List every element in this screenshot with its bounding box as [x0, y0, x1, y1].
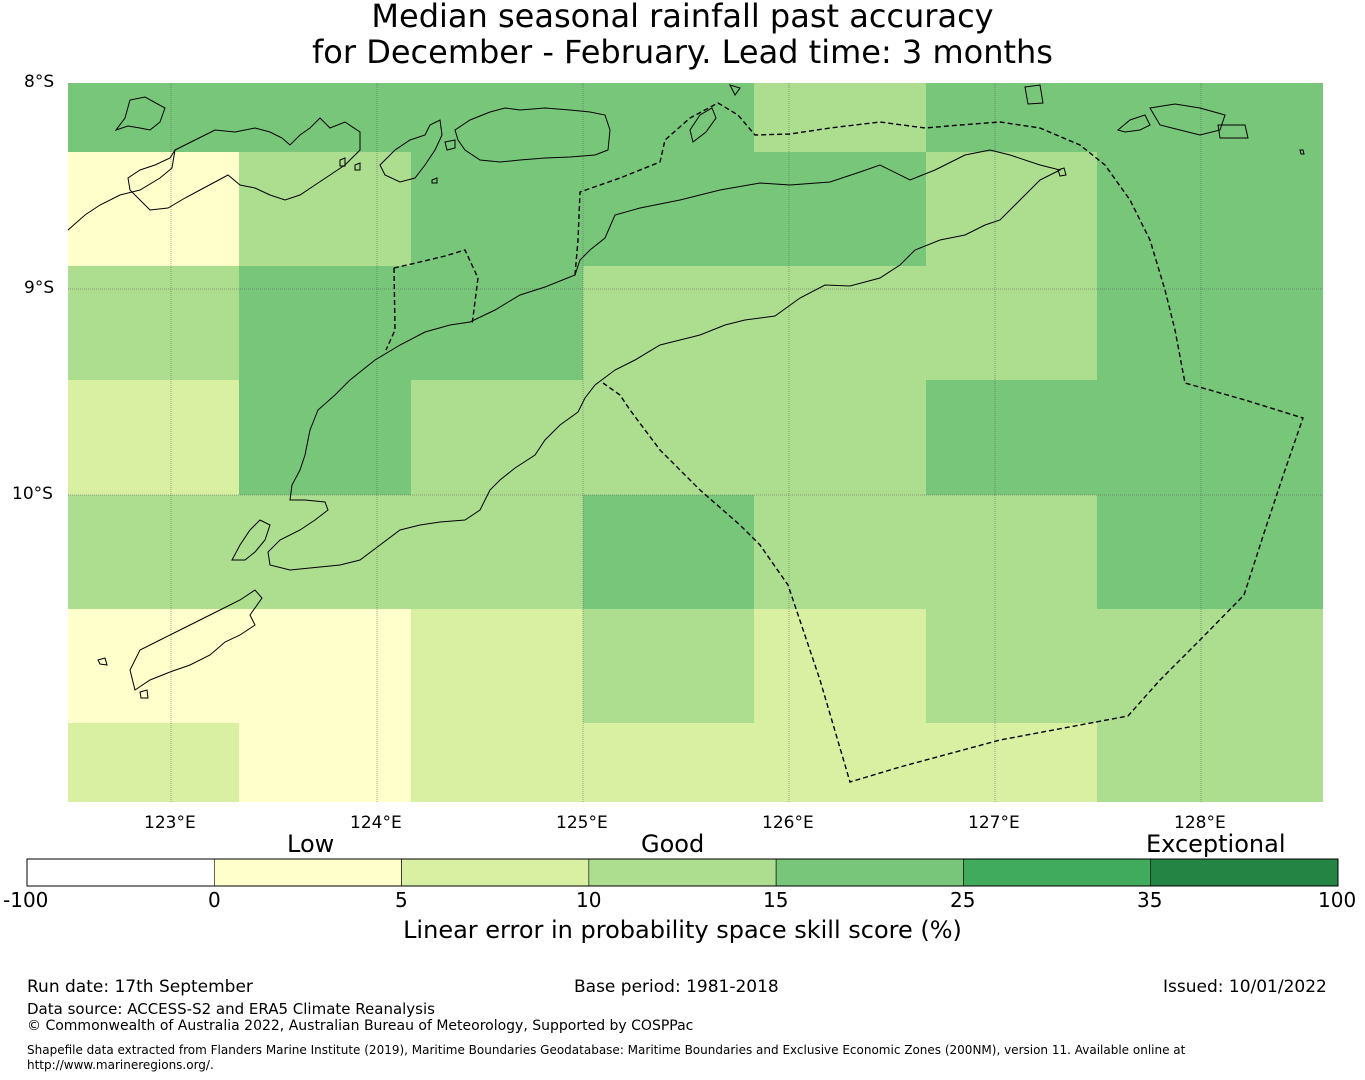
wetar-island — [454, 107, 611, 163]
grid-cell — [68, 609, 239, 723]
colorbar-segment — [963, 858, 1152, 887]
copyright: © Commonwealth of Australia 2022, Austra… — [27, 1018, 694, 1034]
skill-grid — [68, 83, 1323, 802]
colorbar-label: Linear error in probability space skill … — [403, 916, 962, 944]
lon-label-124e: 124°E — [350, 813, 402, 833]
grid-cell — [1097, 380, 1323, 495]
run-date: Run date: 17th September — [27, 977, 253, 997]
map-title-line1: Median seasonal rainfall past accuracy — [371, 0, 994, 35]
lon-label-126e: 126°E — [762, 813, 814, 833]
oecusse-boundary — [385, 249, 479, 351]
grid-cell — [754, 83, 926, 152]
alor-island — [114, 96, 166, 131]
grid-cell — [754, 380, 926, 495]
grid-cell — [1097, 266, 1323, 380]
lon-label-125e: 125°E — [556, 813, 608, 833]
grid-cell — [754, 723, 926, 802]
lon-label-127e: 127°E — [968, 813, 1020, 833]
grid-cell — [68, 83, 239, 152]
category-exceptional: Exceptional — [1146, 830, 1286, 858]
category-low: Low — [287, 830, 335, 858]
map-title-line2: for December - February. Lead time: 3 mo… — [312, 33, 1053, 71]
grid-cell — [239, 380, 411, 495]
tick-35: 35 — [1137, 888, 1163, 912]
grid-cell — [583, 152, 754, 266]
grid-cell — [583, 495, 754, 609]
grid-cell — [926, 83, 1097, 152]
grid-cell — [926, 266, 1097, 380]
grid-cell — [68, 723, 239, 802]
sumba-coast — [129, 589, 263, 691]
grid-cell — [754, 609, 926, 723]
grid-cell — [411, 723, 583, 802]
tick-minus-100: -100 — [3, 888, 49, 912]
issued-date: Issued: 10/01/2022 — [1163, 977, 1327, 997]
tick-25: 25 — [950, 888, 976, 912]
grid-cell — [68, 266, 239, 380]
category-good: Good — [641, 830, 705, 858]
grid-cell — [583, 380, 754, 495]
tick-100: 100 — [1318, 888, 1357, 912]
grid-cell — [68, 152, 239, 266]
coastlines — [67, 84, 1305, 699]
grid-cell — [583, 83, 754, 152]
grid-cell — [239, 609, 411, 723]
grid-cell — [68, 495, 239, 609]
lon-label-128e: 128°E — [1174, 813, 1226, 833]
grid-cell — [411, 83, 583, 152]
colorbar — [26, 858, 1339, 887]
grid-cell — [239, 83, 411, 152]
lat-label-9s: 9°S — [24, 278, 55, 298]
colorbar-segment — [775, 858, 964, 887]
grid-cell — [1097, 83, 1323, 152]
grid-cell — [1097, 723, 1323, 802]
grid-cell — [1097, 609, 1323, 723]
grid-cell — [754, 152, 926, 266]
grid-cell — [411, 152, 583, 266]
grid-cell — [583, 266, 754, 380]
grid-cell — [411, 380, 583, 495]
eez-boundaries — [385, 102, 1304, 783]
colorbar-frame — [26, 858, 1339, 887]
grid-cell — [926, 380, 1097, 495]
kisar-island — [1116, 114, 1151, 133]
rote-island — [231, 519, 271, 561]
tick-0: 0 — [208, 888, 221, 912]
data-source: Data source: ACCESS-S2 and ERA5 Climate … — [27, 1000, 435, 1018]
grid-cell — [411, 266, 583, 380]
grid-cell — [1097, 152, 1323, 266]
grid-cell — [239, 152, 411, 266]
grid-cell — [411, 609, 583, 723]
colorbar-segment — [213, 858, 402, 887]
lon-label-123e: 123°E — [144, 813, 196, 833]
grid-cell — [754, 495, 926, 609]
grid-cell — [754, 266, 926, 380]
base-period: Base period: 1981-2018 — [574, 977, 779, 997]
grid-cell — [926, 609, 1097, 723]
tick-15: 15 — [763, 888, 789, 912]
leti-island — [1149, 103, 1226, 136]
timor-island — [267, 149, 1062, 571]
grid-cell — [583, 723, 754, 802]
colorbar-segment — [401, 858, 590, 887]
lat-label-8s: 8°S — [24, 72, 55, 92]
grid-cell — [239, 723, 411, 802]
grid-cell — [926, 723, 1097, 802]
colorbar-segment — [26, 858, 215, 887]
tick-5: 5 — [395, 888, 408, 912]
colorbar-segment — [588, 858, 777, 887]
timor-leste-eez — [574, 102, 1304, 783]
colorbar-segment — [1150, 858, 1339, 887]
tick-10: 10 — [576, 888, 602, 912]
lat-label-10s: 10°S — [12, 484, 53, 504]
shapefile-credit: Shapefile data extracted from Flanders M… — [27, 1043, 1186, 1072]
grid-cell — [239, 266, 411, 380]
grid-cell — [411, 495, 583, 609]
grid-cell — [1097, 495, 1323, 609]
grid-cell — [926, 495, 1097, 609]
grid-cell — [583, 609, 754, 723]
grid-cell — [68, 380, 239, 495]
